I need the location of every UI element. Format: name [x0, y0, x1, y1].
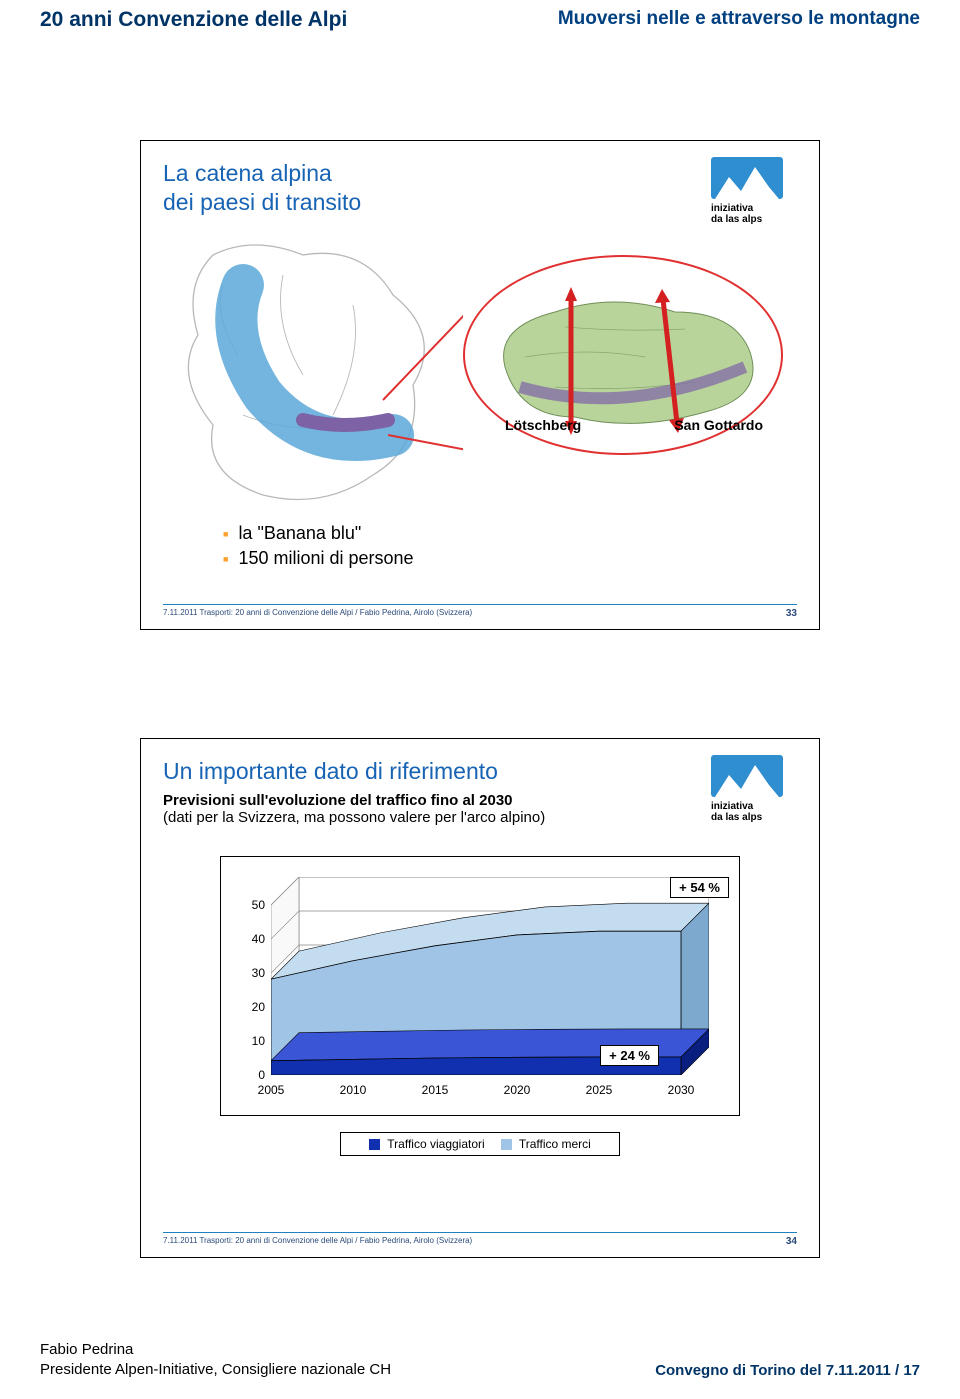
ytick-label: 10	[241, 1034, 265, 1048]
ytick-label: 30	[241, 966, 265, 980]
xtick-label: 2010	[340, 1083, 367, 1097]
legend-item: Traffico merci	[501, 1137, 591, 1151]
header-right: Muoversi nelle e attraverso le montagne	[558, 8, 920, 32]
xtick-label: 2005	[258, 1083, 285, 1097]
slide2-sub2: (dati per la Svizzera, ma possono valere…	[163, 809, 797, 826]
chart-legend: Traffico viaggiatori Traffico merci	[340, 1132, 620, 1156]
slide1-bullets: la "Banana blu" 150 milioni di persone	[223, 523, 797, 569]
slide1-title-l1: La catena alpina	[163, 160, 332, 186]
slide2-title: Un importante dato di riferimento	[163, 757, 797, 786]
page-header: 20 anni Convenzione delle Alpi Muoversi …	[0, 0, 960, 32]
ytick-label: 40	[241, 932, 265, 946]
legend-label: Traffico merci	[519, 1137, 591, 1151]
xtick-label: 2030	[668, 1083, 695, 1097]
bullet-item: 150 milioni di persone	[223, 548, 797, 569]
slide-2: Un importante dato di riferimento inizia…	[140, 738, 820, 1258]
conv-prefix: Convegno di Torino del 7.11.2011 /	[655, 1362, 903, 1379]
xtick-label: 2020	[504, 1083, 531, 1097]
slide1-page: 33	[786, 608, 797, 619]
slide2-footer: 7.11.2011 Trasporti: 20 anni di Convenzi…	[163, 1232, 797, 1247]
traffic-chart: 01020304050200520102015202020252030+ 54 …	[220, 856, 740, 1116]
legend-item: Traffico viaggiatori	[369, 1137, 485, 1151]
slide2-sub1: Previsioni sull'evoluzione del traffico …	[163, 792, 797, 809]
convegno: Convegno di Torino del 7.11.2011 / 17	[655, 1362, 920, 1379]
ytick-label: 50	[241, 898, 265, 912]
logo-line1: iniziativa	[711, 801, 797, 812]
ytick-label: 20	[241, 1000, 265, 1014]
logo-iniziativa: iniziativa da las alps	[711, 157, 797, 225]
logo-icon	[711, 157, 783, 199]
legend-swatch	[501, 1139, 512, 1150]
ytick-label: 0	[241, 1068, 265, 1082]
conv-page: 17	[903, 1362, 920, 1379]
logo-icon	[711, 755, 783, 797]
label-lotschberg: Lötschberg	[505, 417, 581, 433]
author-name: Fabio Pedrina	[40, 1340, 391, 1360]
slide1-footer: 7.11.2011 Trasporti: 20 anni di Convenzi…	[163, 604, 797, 619]
xtick-label: 2015	[422, 1083, 449, 1097]
logo-line2: da las alps	[711, 812, 797, 823]
switzerland-zoom: Lötschberg San Gottardo	[463, 255, 783, 455]
slide1-footer-text: 7.11.2011 Trasporti: 20 anni di Convenzi…	[163, 608, 472, 619]
slide1-map: Lötschberg San Gottardo	[163, 225, 797, 515]
author-role: Presidente Alpen-Initiative, Consigliere…	[40, 1360, 391, 1380]
bullet-item: la "Banana blu"	[223, 523, 797, 544]
slide1-title: La catena alpina dei paesi di transito	[163, 159, 797, 217]
logo-line2: da las alps	[711, 214, 797, 225]
page-footer: Fabio Pedrina Presidente Alpen-Initiativ…	[40, 1340, 920, 1379]
europe-outline	[163, 225, 463, 515]
logo-line1: iniziativa	[711, 203, 797, 214]
annot-top: + 54 %	[670, 877, 729, 898]
page-author: Fabio Pedrina Presidente Alpen-Initiativ…	[40, 1340, 391, 1379]
slide2-page: 34	[786, 1236, 797, 1247]
header-left: 20 anni Convenzione delle Alpi	[40, 8, 347, 32]
xtick-label: 2025	[586, 1083, 613, 1097]
annot-bottom: + 24 %	[600, 1045, 659, 1066]
legend-label: Traffico viaggiatori	[387, 1137, 484, 1151]
logo-iniziativa: iniziativa da las alps	[711, 755, 797, 823]
legend-swatch	[369, 1139, 380, 1150]
slide2-footer-text: 7.11.2011 Trasporti: 20 anni di Convenzi…	[163, 1236, 472, 1247]
slide-1: La catena alpina dei paesi di transito i…	[140, 140, 820, 630]
slide1-title-l2: dei paesi di transito	[163, 189, 361, 215]
label-gottardo: San Gottardo	[674, 417, 763, 433]
